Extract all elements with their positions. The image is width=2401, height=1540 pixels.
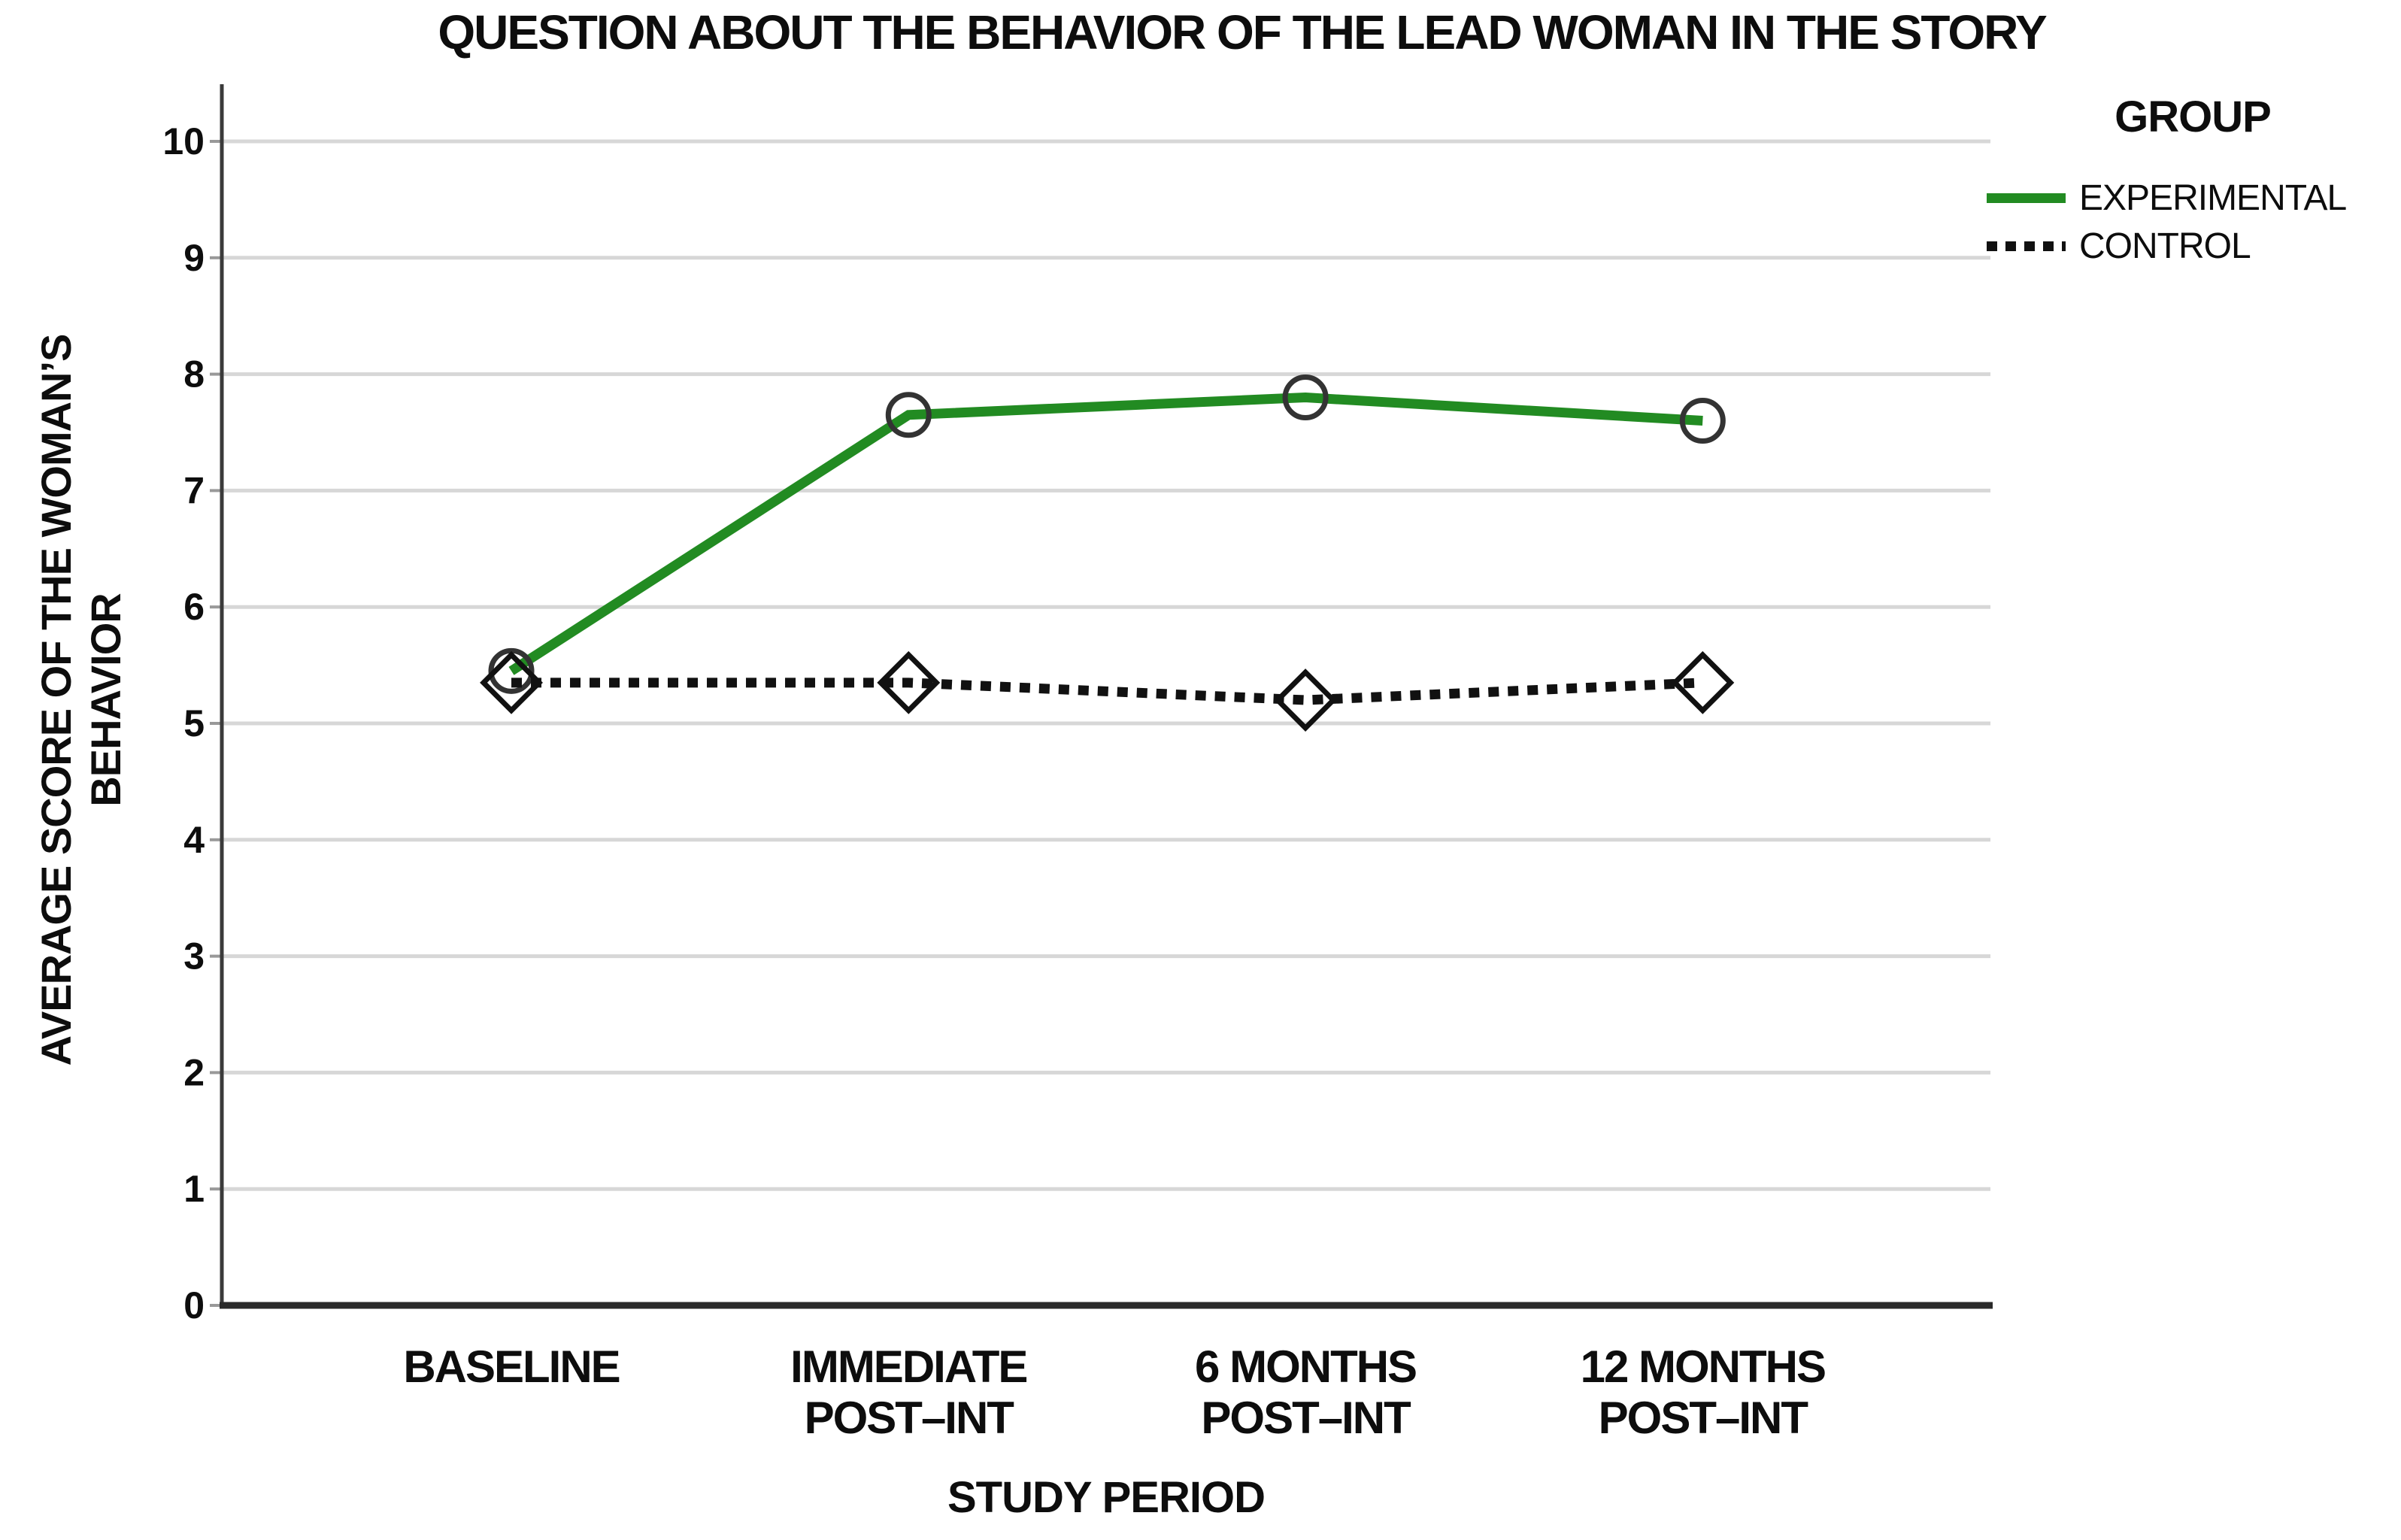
legend-label-control: CONTROL	[2079, 226, 2251, 266]
legend-label-experimental: EXPERIMENTAL	[2079, 177, 2347, 218]
legend: GROUP EXPERIMENTAL CONTROL	[1987, 92, 2399, 270]
circle-marker-icon	[1282, 374, 1329, 421]
legend-item-control: CONTROL	[1987, 222, 2399, 270]
circle-marker-icon	[1679, 398, 1726, 444]
y-tick-label: 9	[183, 237, 205, 279]
x-axis-title: STUDY PERIOD	[947, 1473, 1266, 1522]
x-category-label: 6 MONTHS POST–INT	[1195, 1341, 1416, 1443]
series-line-experimental	[508, 393, 1703, 675]
y-tick-label: 2	[183, 1051, 205, 1093]
series-markers-control	[480, 650, 1735, 732]
legend-item-experimental: EXPERIMENTAL	[1987, 174, 2399, 222]
experimental-line-swatch-icon	[1987, 192, 2066, 203]
y-tick-label: 0	[183, 1284, 205, 1326]
diamond-marker-icon	[1274, 668, 1338, 732]
y-tick-label: 4	[183, 819, 205, 861]
circle-marker-icon	[885, 392, 932, 438]
y-tick-label: 3	[183, 935, 205, 978]
circle-marker-icon	[488, 647, 535, 694]
y-tick-labels: 0 1 2 3 4 5 6 7 8 9 10	[162, 120, 205, 1326]
series-line-control	[511, 678, 1703, 705]
diamond-marker-icon	[480, 650, 543, 714]
y-tick-label: 5	[183, 702, 205, 744]
chart-title: QUESTION ABOUT THE BEHAVIOR OF THE LEAD …	[438, 5, 2047, 59]
control-line-swatch-icon	[1987, 241, 2066, 251]
y-tick-label: 7	[183, 469, 205, 511]
diamond-marker-icon	[877, 650, 941, 714]
y-tick-label: 10	[162, 120, 205, 162]
x-category-label: 12 MONTHS POST–INT	[1581, 1341, 1825, 1443]
diamond-marker-icon	[1671, 650, 1735, 714]
x-category-labels: BASELINE IMMEDIATE POST–INT 6 MONTHS POST–IN…	[403, 1341, 1827, 1443]
legend-title: GROUP	[2115, 92, 2272, 141]
series-markers-experimental	[488, 374, 1726, 694]
y-tick-label: 1	[183, 1168, 205, 1210]
y-tick-label: 8	[183, 353, 205, 396]
x-category-label: BASELINE	[403, 1341, 619, 1392]
y-tick-label: 6	[183, 586, 205, 628]
x-category-label: IMMEDIATE POST–INT	[790, 1341, 1026, 1443]
gridlines	[222, 139, 1990, 1191]
